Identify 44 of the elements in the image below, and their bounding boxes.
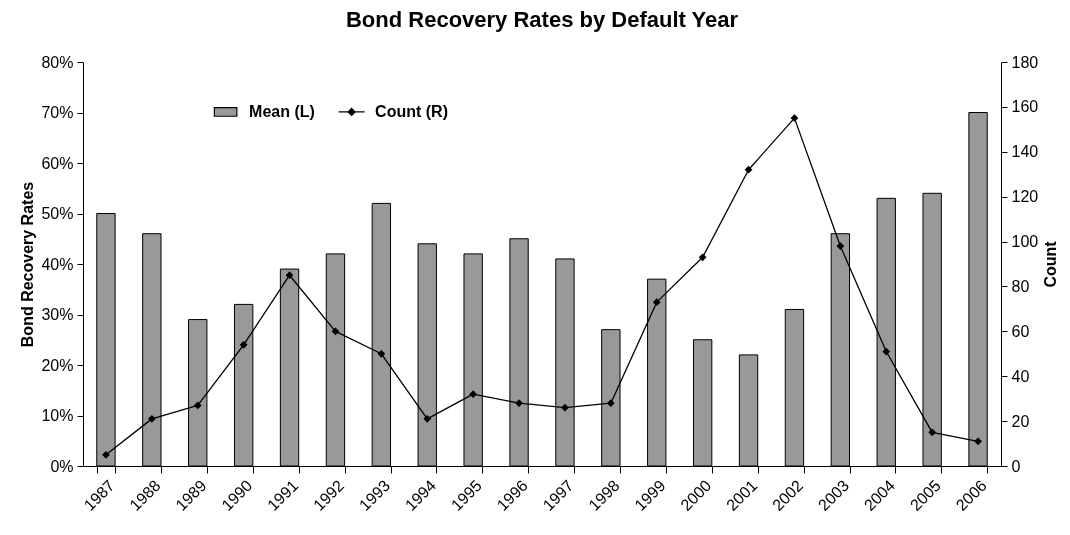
point <box>606 399 615 408</box>
y2-tick-label: 100 <box>1011 233 1039 251</box>
point <box>928 428 937 437</box>
y-tick-label: 50% <box>41 205 74 222</box>
point <box>285 271 294 280</box>
legend-label: Mean (L) <box>249 102 315 120</box>
y2-tick-label: 20 <box>1011 412 1030 430</box>
y-tick-label: 70% <box>41 104 74 121</box>
chart-title: Bond Recovery Rates by Default Year <box>345 7 739 32</box>
point <box>331 327 340 336</box>
y-tick-label: 80% <box>41 53 74 71</box>
point <box>193 401 202 410</box>
point <box>469 390 478 399</box>
point <box>790 114 799 122</box>
y2-axis-title: Count <box>1042 240 1060 288</box>
point <box>652 298 661 307</box>
y-tick-label: 0% <box>50 457 74 475</box>
y2-tick-label: 0 <box>1011 457 1021 475</box>
legend-label: Count (R) <box>375 102 448 120</box>
y2-tick-label: 160 <box>1011 98 1039 116</box>
point <box>561 403 569 412</box>
point <box>836 242 845 250</box>
y2-tick-label: 80 <box>1011 277 1030 295</box>
point <box>239 340 248 349</box>
y-tick-label: 20% <box>41 356 74 374</box>
y-tick-label: 10% <box>41 407 74 424</box>
y2-tick-label: 140 <box>1011 143 1039 161</box>
point <box>744 165 753 174</box>
point <box>102 450 110 459</box>
y-axis-title: Bond Recovery Rates <box>19 181 37 348</box>
y2-tick-label: 180 <box>1011 53 1039 71</box>
y-tick-label: 40% <box>41 255 74 273</box>
point <box>515 399 523 408</box>
point <box>423 414 432 423</box>
y-tick-label: 30% <box>41 306 74 323</box>
y2-tick-label: 120 <box>1011 188 1039 206</box>
point <box>698 253 707 262</box>
y-tick-label: 60% <box>41 154 74 172</box>
y2-tick-label: 40 <box>1011 367 1030 385</box>
point <box>377 349 386 358</box>
point <box>882 347 891 356</box>
y2-tick-label: 60 <box>1011 322 1030 340</box>
point <box>147 414 156 423</box>
point <box>974 437 982 446</box>
